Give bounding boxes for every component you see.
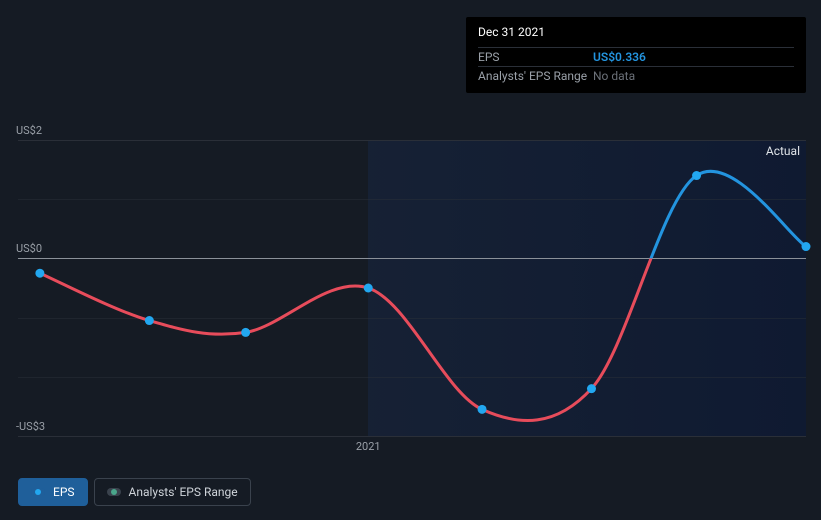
data-point[interactable] <box>692 171 701 180</box>
chart-legend: EPS Analysts' EPS Range <box>18 478 251 506</box>
legend-label: EPS <box>53 485 75 499</box>
x-axis-label: 2021 <box>356 440 381 453</box>
eps-chart[interactable]: US$2US$0-US$32021Actual <box>18 118 806 436</box>
gridline <box>18 436 806 437</box>
legend-item-eps[interactable]: EPS <box>18 478 88 506</box>
legend-swatch <box>107 488 121 496</box>
tooltip-label: Analysts' EPS Range <box>478 69 593 83</box>
legend-swatch <box>31 488 45 496</box>
chart-tooltip: Dec 31 2021 EPS US$0.336 Analysts' EPS R… <box>466 17 806 93</box>
data-point[interactable] <box>35 269 44 278</box>
data-point[interactable] <box>241 328 250 337</box>
data-point[interactable] <box>364 284 373 293</box>
data-point[interactable] <box>587 384 596 393</box>
tooltip-date: Dec 31 2021 <box>478 25 794 43</box>
legend-item-analysts-range[interactable]: Analysts' EPS Range <box>94 478 251 506</box>
tooltip-row-range: Analysts' EPS Range No data <box>478 66 794 85</box>
chart-plot <box>18 118 806 436</box>
eps-line <box>40 171 806 420</box>
data-point[interactable] <box>145 316 154 325</box>
data-point[interactable] <box>802 242 811 251</box>
tooltip-value: US$0.336 <box>593 50 646 64</box>
tooltip-value: No data <box>593 69 635 83</box>
tooltip-label: EPS <box>478 50 593 64</box>
data-point[interactable] <box>478 405 487 414</box>
tooltip-row-eps: EPS US$0.336 <box>478 47 794 66</box>
eps-line <box>40 171 806 420</box>
legend-label: Analysts' EPS Range <box>129 485 238 499</box>
